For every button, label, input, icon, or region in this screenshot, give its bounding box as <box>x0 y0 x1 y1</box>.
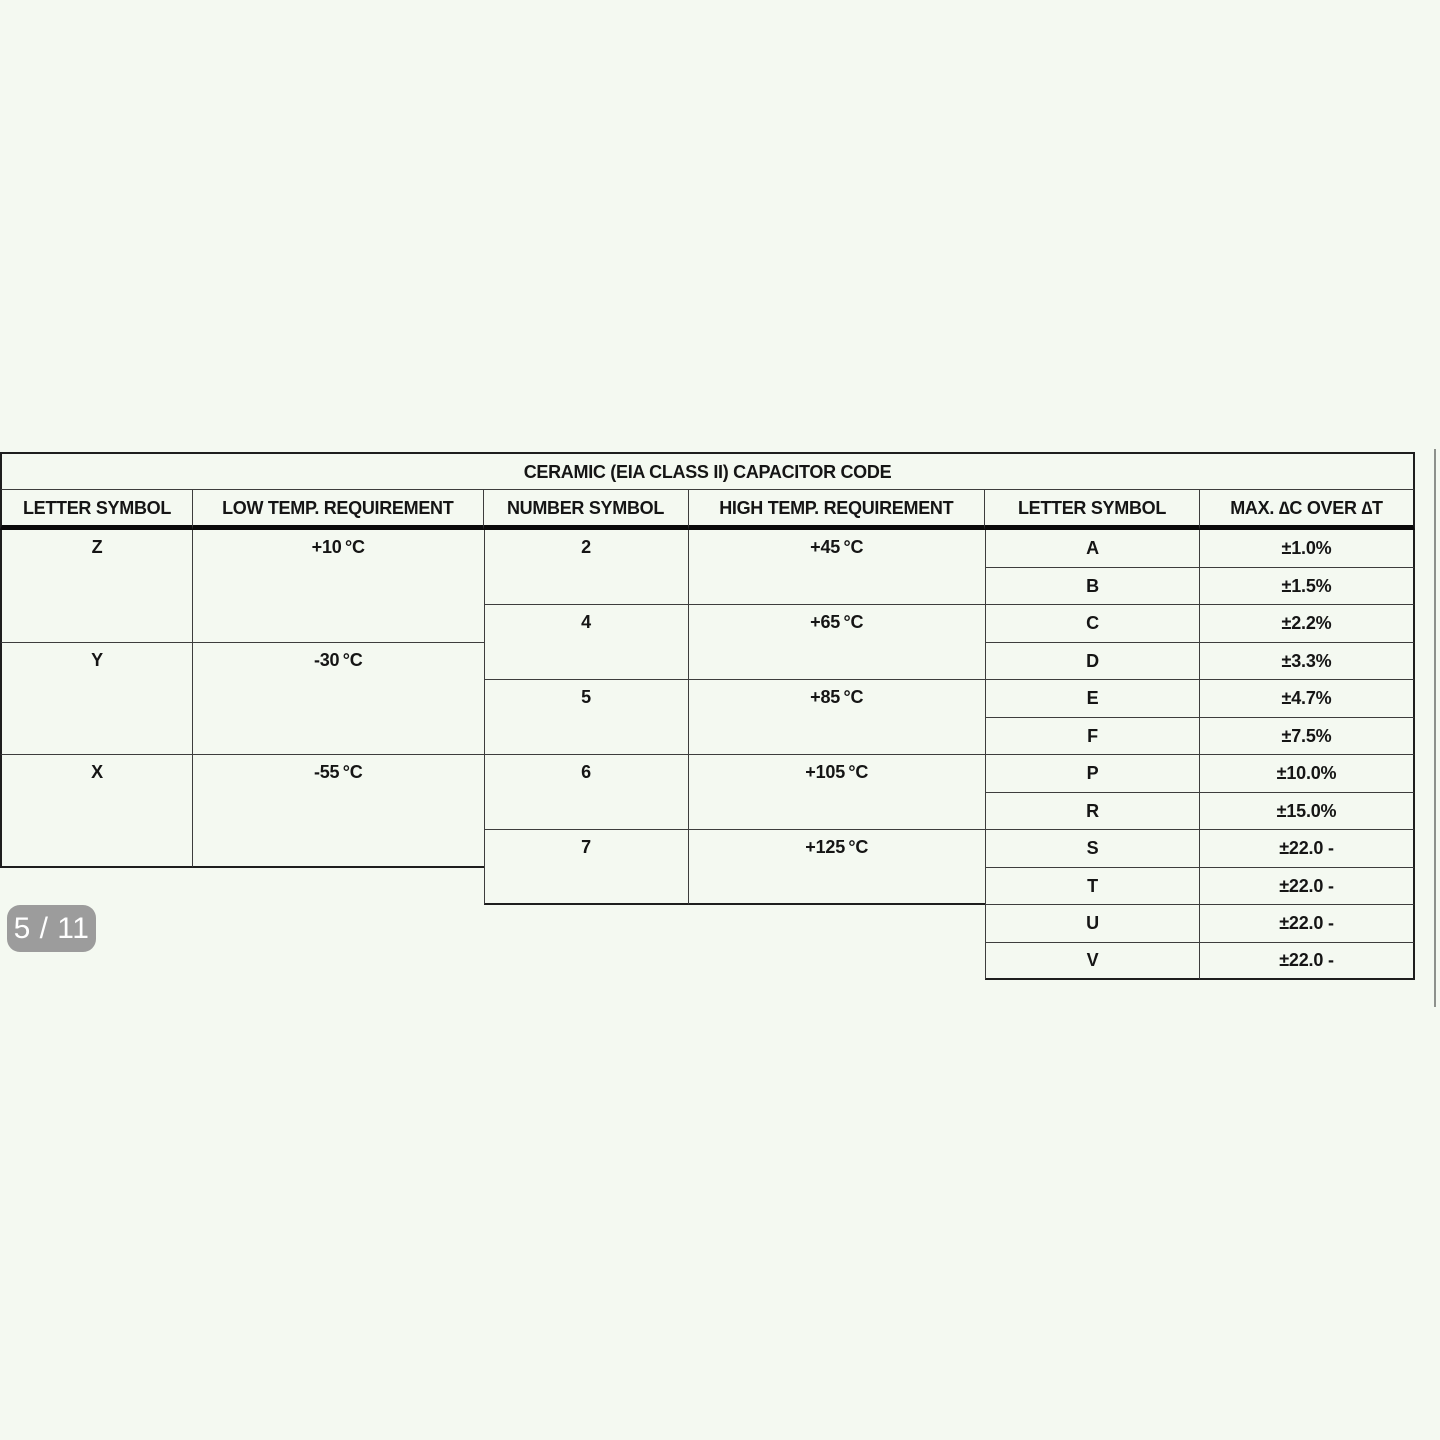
table-title: CERAMIC (EIA CLASS II) CAPACITOR CODE <box>0 452 1415 490</box>
number-symbol-6: 6 <box>483 755 689 830</box>
low-temp-letter-x: X <box>0 755 193 868</box>
tolerance-value-e: ±4.7% <box>1200 680 1415 718</box>
high-temp-value-6: +105 °C <box>688 755 985 830</box>
tolerance-letter-p: P <box>985 755 1200 793</box>
tolerance-letter-s: S <box>985 830 1200 868</box>
tolerance-value-s: ±22.0 - <box>1200 830 1415 868</box>
number-symbol-7: 7 <box>483 830 689 905</box>
tolerance-letter-r: R <box>985 792 1200 830</box>
tolerance-letter-c: C <box>985 605 1200 643</box>
tolerance-value-p: ±10.0% <box>1200 755 1415 793</box>
high-temp-value-7: +125 °C <box>688 830 985 905</box>
header-high-temp-requirement: HIGH TEMP. REQUIREMENT <box>688 490 985 530</box>
header-letter-symbol-low: LETTER SYMBOL <box>0 490 193 530</box>
header-max-dc-over-dt: MAX. ∆C OVER ∆T <box>1200 490 1415 530</box>
high-temp-value-5: +85 °C <box>688 680 985 755</box>
number-symbol-5: 5 <box>483 680 689 755</box>
tolerance-letter-d: D <box>985 642 1200 680</box>
tolerance-letter-u: U <box>985 905 1200 943</box>
tolerance-letter-f: F <box>985 717 1200 755</box>
high-temp-value-4: +65 °C <box>688 605 985 680</box>
low-temp-value-z: +10 °C <box>193 530 484 643</box>
number-symbol-4: 4 <box>483 605 689 680</box>
header-letter-symbol-tolerance: LETTER SYMBOL <box>985 490 1200 530</box>
page-indicator-badge: 5 / 11 <box>7 905 96 952</box>
header-low-temp-requirement: LOW TEMP. REQUIREMENT <box>193 490 484 530</box>
low-temp-value-x: -55 °C <box>193 755 484 868</box>
number-symbol-2: 2 <box>483 530 689 605</box>
low-temp-letter-z: Z <box>0 530 193 643</box>
header-number-symbol: NUMBER SYMBOL <box>483 490 689 530</box>
tolerance-letter-e: E <box>985 680 1200 718</box>
tolerance-value-u: ±22.0 - <box>1200 905 1415 943</box>
tolerance-value-b: ±1.5% <box>1200 567 1415 605</box>
tolerance-letter-v: V <box>985 942 1200 980</box>
tolerance-letter-t: T <box>985 867 1200 905</box>
tolerance-letter-b: B <box>985 567 1200 605</box>
tolerance-value-f: ±7.5% <box>1200 717 1415 755</box>
high-temp-value-2: +45 °C <box>688 530 985 605</box>
tolerance-letter-a: A <box>985 530 1200 568</box>
low-temp-value-y: -30 °C <box>193 643 484 755</box>
tolerance-value-a: ±1.0% <box>1200 530 1415 568</box>
page-edge-line <box>1434 449 1436 1007</box>
tolerance-value-t: ±22.0 - <box>1200 867 1415 905</box>
low-temp-letter-y: Y <box>0 642 193 755</box>
capacitor-code-table: CERAMIC (EIA CLASS II) CAPACITOR CODE LE… <box>0 452 1415 980</box>
tolerance-value-d: ±3.3% <box>1200 642 1415 680</box>
tolerance-value-c: ±2.2% <box>1200 605 1415 643</box>
tolerance-value-r: ±15.0% <box>1200 792 1415 830</box>
tolerance-value-v: ±22.0 - <box>1200 942 1415 980</box>
